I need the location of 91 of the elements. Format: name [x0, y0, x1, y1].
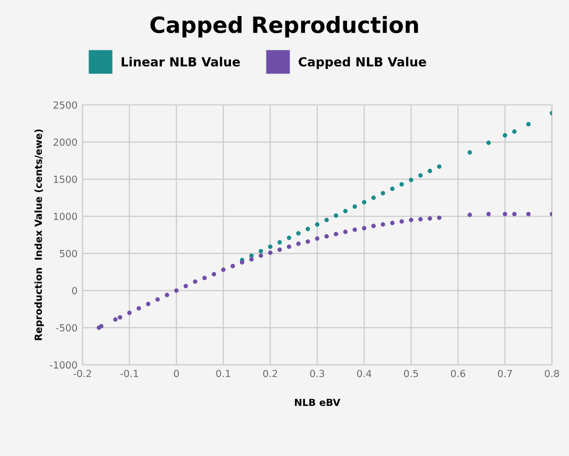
point — [268, 250, 272, 255]
point — [212, 272, 216, 276]
point — [174, 288, 179, 293]
x-tick-label: 0.8 — [544, 370, 559, 378]
point — [400, 182, 404, 187]
point — [315, 236, 320, 241]
point — [352, 204, 357, 209]
y-tick-label: 2000 — [54, 138, 77, 146]
x-tick-label: 0.4 — [357, 370, 372, 378]
x-tick-label: -0.1 — [120, 370, 138, 378]
point — [240, 260, 244, 265]
point — [155, 297, 160, 302]
y-tick-label: -1000 — [50, 361, 77, 369]
point — [202, 276, 207, 280]
point — [296, 231, 301, 236]
y-tick-label: 2500 — [54, 101, 77, 109]
point — [118, 315, 122, 320]
point — [334, 213, 338, 218]
y-tick-label: 1500 — [54, 176, 77, 183]
point — [306, 239, 310, 244]
point — [371, 224, 376, 228]
y-tick-label: 1000 — [54, 212, 77, 220]
point — [486, 212, 491, 216]
point — [526, 212, 531, 216]
point — [324, 234, 329, 239]
point — [468, 212, 472, 217]
point — [277, 240, 282, 244]
point — [371, 196, 376, 200]
point — [230, 264, 235, 268]
point — [136, 306, 142, 311]
x-tick-label: -0.2 — [73, 370, 92, 378]
x-tick-label: 0.2 — [263, 370, 278, 378]
point — [408, 178, 414, 182]
legend-label: Capped NLB Value — [298, 56, 426, 69]
point — [268, 244, 272, 249]
x-tick-label: 0.5 — [404, 370, 418, 378]
x-tick-label: 0 — [174, 370, 179, 378]
point — [334, 232, 338, 236]
x-tick-label: 0.6 — [450, 370, 466, 378]
point — [400, 219, 404, 224]
chart-title: Capped Reproduction — [150, 16, 418, 38]
point — [468, 150, 472, 155]
point — [343, 230, 348, 234]
point — [113, 317, 118, 322]
point — [526, 122, 531, 126]
point — [184, 284, 188, 288]
point — [127, 310, 132, 316]
point — [362, 226, 366, 230]
point — [258, 248, 264, 254]
point — [502, 133, 508, 138]
point — [408, 218, 414, 222]
point — [296, 242, 301, 246]
point — [380, 191, 386, 196]
point — [343, 208, 348, 214]
y-tick-label: 0 — [72, 287, 77, 294]
point — [418, 217, 423, 222]
point — [306, 226, 310, 232]
point — [486, 140, 491, 145]
point — [324, 218, 329, 222]
x-tick-label: 0.7 — [498, 370, 512, 378]
x-tick-label: 0.1 — [216, 370, 230, 378]
point — [437, 164, 442, 169]
point — [221, 268, 226, 272]
point — [418, 173, 423, 178]
point — [512, 212, 517, 216]
point — [380, 222, 386, 227]
point — [164, 292, 170, 298]
point — [390, 220, 395, 226]
x-tick-label: 0.3 — [310, 370, 324, 378]
point — [277, 247, 282, 252]
y-axis-title: Reproduction Index Value (cents/ewe) — [34, 129, 44, 340]
y-tick-label: -500 — [56, 324, 77, 332]
point — [315, 222, 320, 227]
point — [258, 253, 264, 258]
point — [352, 227, 357, 232]
point — [286, 236, 292, 240]
point — [249, 257, 254, 262]
y-tick-label: 500 — [60, 250, 77, 258]
point — [502, 212, 508, 216]
point — [192, 279, 198, 284]
point — [99, 324, 104, 328]
x-axis-title: NLB eBV — [294, 398, 340, 406]
point — [428, 168, 432, 174]
point — [362, 200, 366, 204]
legend-label: Linear NLB Value — [122, 56, 240, 67]
point — [428, 216, 432, 221]
point — [512, 129, 517, 134]
point — [390, 186, 395, 191]
point — [286, 244, 292, 249]
point — [146, 302, 150, 306]
point — [437, 216, 442, 220]
